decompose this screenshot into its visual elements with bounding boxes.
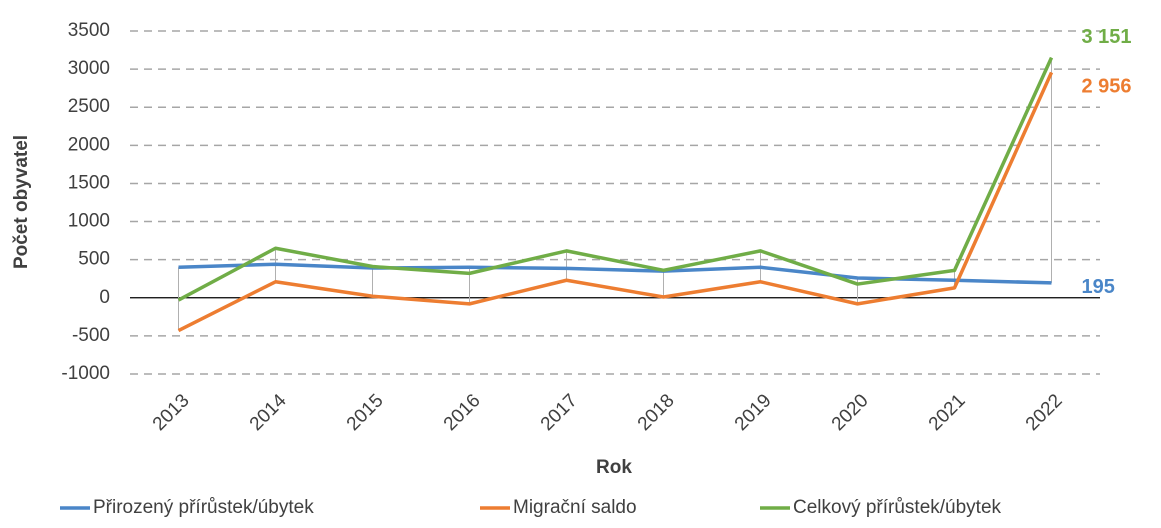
y-tick-label: 2000 [68, 134, 110, 155]
y-tick-label: 500 [78, 249, 110, 270]
x-tick-label: 2016 [440, 390, 485, 435]
y-tick-label: 2500 [68, 96, 110, 117]
series-line [178, 262, 1052, 285]
x-tick-label: 2022 [1022, 390, 1067, 435]
series-line [177, 56, 1054, 302]
x-tick-label: 2019 [731, 390, 776, 435]
series-line [177, 71, 1054, 333]
legend-label: Přirozený přírůstek/úbytek [93, 497, 314, 518]
x-tick-label: 2020 [828, 390, 873, 435]
data-label: 3 151 [1082, 26, 1132, 48]
x-axis-title: Rok [596, 457, 632, 478]
data-label: 195 [1082, 276, 1115, 298]
data-label: 2 956 [1082, 76, 1132, 98]
x-tick-label: 2013 [149, 390, 194, 435]
legend-label: Celkový přírůstek/úbytek [793, 497, 1002, 518]
y-tick-label: 1000 [68, 211, 110, 232]
y-tick-label: -1000 [61, 363, 110, 384]
x-tick-label: 2014 [246, 390, 291, 435]
y-tick-label: 3500 [68, 20, 110, 41]
y-tick-label: 1500 [68, 172, 110, 193]
y-tick-label: -500 [72, 325, 110, 346]
x-tick-label: 2017 [537, 390, 582, 435]
x-tick-label: 2018 [634, 390, 679, 435]
y-tick-label: 0 [99, 287, 110, 308]
x-tick-label: 2015 [343, 390, 388, 435]
y-tick-label: 3000 [68, 58, 110, 79]
y-axis-title: Počet obyvatel [11, 135, 32, 269]
legend-label: Migrační saldo [513, 497, 637, 518]
x-tick-label: 2021 [925, 390, 970, 435]
